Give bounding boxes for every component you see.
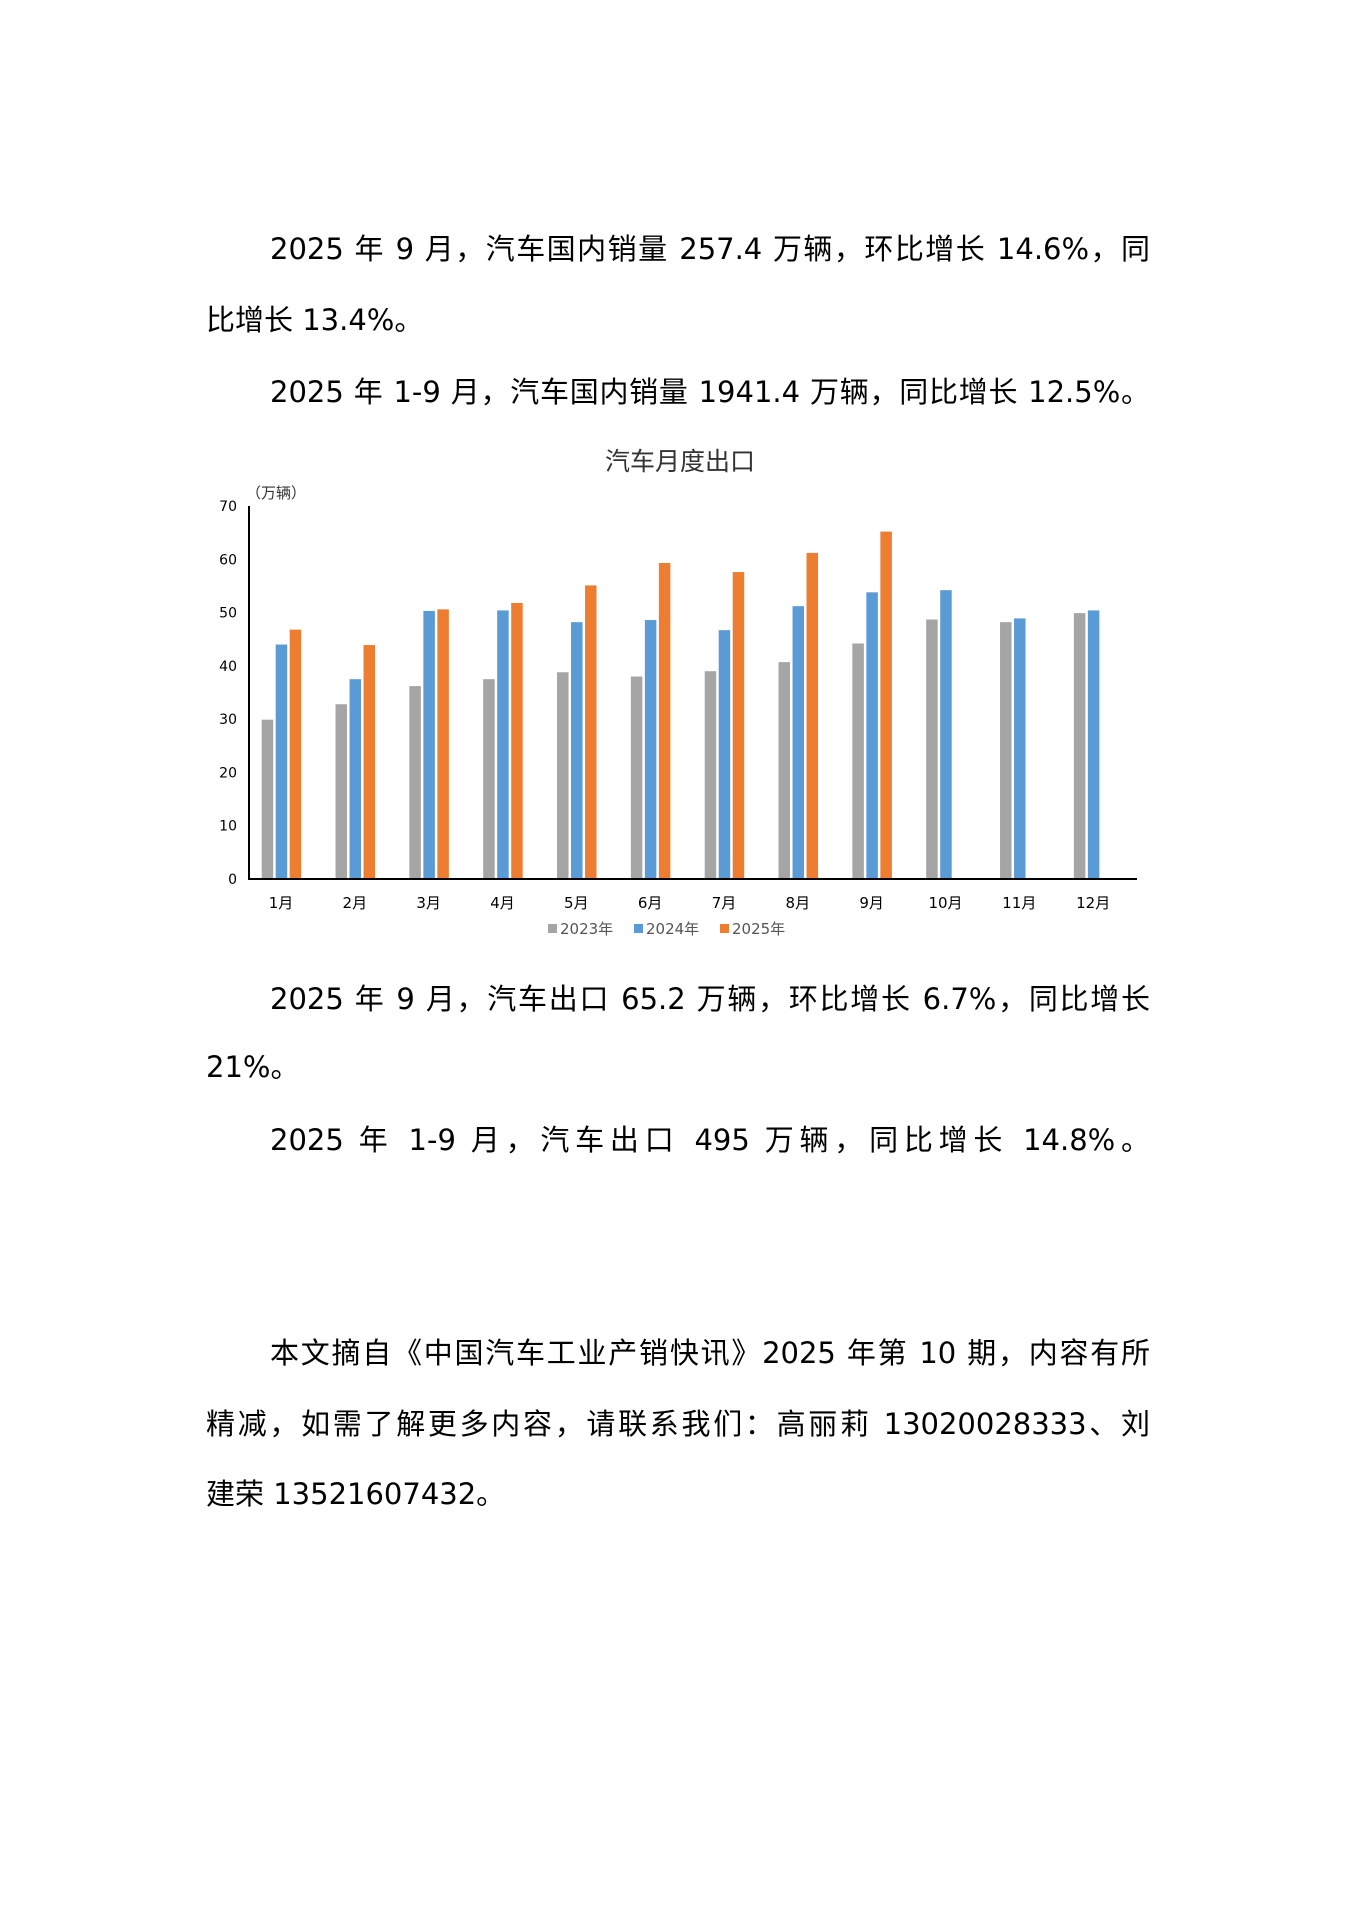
legend-label: 2024年 bbox=[646, 920, 699, 938]
text-line: 精减，如需了解更多内容，请联系我们：高丽莉 13020028333、刘 bbox=[206, 1407, 1150, 1441]
y-tick-label: 30 bbox=[219, 712, 237, 728]
y-tick-label: 20 bbox=[219, 765, 237, 781]
bar-2023年-6月 bbox=[630, 676, 643, 879]
legend-swatch bbox=[548, 924, 557, 933]
bar-2024年-5月 bbox=[571, 622, 583, 879]
y-tick-label: 10 bbox=[219, 819, 237, 835]
text-line: 2025 年 9 月，汽车出口 65.2 万辆，环比增长 6.7%，同比增长 bbox=[270, 982, 1150, 1016]
bar-2024年-12月 bbox=[1087, 610, 1100, 879]
bar-2025年-4月 bbox=[511, 602, 523, 879]
text-line: 本文摘自《中国汽车工业产销快讯》2025 年第 10 期，内容有所 bbox=[270, 1336, 1150, 1370]
bar-2025年-2月 bbox=[363, 645, 376, 879]
bar-2023年-11月 bbox=[1000, 622, 1012, 879]
bar-2024年-11月 bbox=[1014, 618, 1026, 879]
bar-2023年-2月 bbox=[335, 704, 348, 879]
text-line: 2025 年 1-9 月，汽车国内销量 1941.4 万辆，同比增长 12.5%… bbox=[270, 375, 1150, 409]
bar-2023年-8月 bbox=[778, 662, 791, 879]
bar-2023年-9月 bbox=[852, 643, 864, 879]
x-tick-label: 10月 bbox=[928, 894, 962, 912]
x-tick-label: 5月 bbox=[564, 894, 589, 912]
legend-label: 2025年 bbox=[732, 920, 785, 938]
bar-2025年-8月 bbox=[806, 552, 819, 879]
x-tick-label: 3月 bbox=[416, 894, 441, 912]
y-tick-label: 70 bbox=[219, 499, 237, 515]
legend-label: 2023年 bbox=[560, 920, 613, 938]
bar-2024年-9月 bbox=[866, 592, 878, 879]
x-tick-label: 11月 bbox=[1002, 894, 1036, 912]
bar-2024年-2月 bbox=[349, 679, 362, 879]
bar-2024年-1月 bbox=[275, 644, 288, 879]
y-tick-label: 60 bbox=[219, 552, 237, 568]
x-tick-label: 8月 bbox=[786, 894, 811, 912]
x-tick-label: 7月 bbox=[712, 894, 737, 912]
text-line: 2025 年 9 月，汽车国内销量 257.4 万辆，环比增长 14.6%，同 bbox=[270, 232, 1150, 266]
bar-2025年-7月 bbox=[732, 572, 745, 879]
text-line: 比增长 13.4%。 bbox=[206, 303, 424, 337]
x-tick-label: 9月 bbox=[859, 894, 884, 912]
x-tick-label: 2月 bbox=[343, 894, 368, 912]
bar-2023年-1月 bbox=[261, 719, 274, 879]
bar-2025年-6月 bbox=[658, 563, 671, 879]
bar-2023年-4月 bbox=[483, 679, 495, 879]
export-bar-chart: 汽车月度出口 （万辆） 0 10 20 30 40 50 60 70 1月 2月 3月 4月 5月 6月… bbox=[219, 447, 1137, 938]
bar-2023年-10月 bbox=[926, 619, 938, 879]
bar-2025年-9月 bbox=[880, 531, 892, 879]
text-line: 21%。 bbox=[206, 1050, 300, 1084]
text-line: 2025 年 1-9 月，汽车出口 495 万辆，同比增长 14.8%。 bbox=[270, 1123, 1150, 1157]
y-tick-label: 50 bbox=[219, 606, 237, 622]
x-tick-label: 1月 bbox=[269, 894, 294, 912]
x-tick-label: 4月 bbox=[490, 894, 515, 912]
x-tick-label: 6月 bbox=[638, 894, 663, 912]
x-tick-label: 12月 bbox=[1076, 894, 1110, 912]
bar-2023年-5月 bbox=[557, 672, 569, 879]
bar-2025年-5月 bbox=[585, 585, 597, 879]
bar-2024年-7月 bbox=[718, 630, 731, 879]
text-line: 建荣 13521607432。 bbox=[206, 1477, 506, 1511]
bar-2024年-10月 bbox=[940, 590, 952, 879]
bar-2025年-3月 bbox=[437, 609, 449, 879]
legend-swatch bbox=[634, 924, 643, 933]
bar-2023年-3月 bbox=[409, 686, 421, 879]
chart-title: 汽车月度出口 bbox=[605, 447, 755, 476]
bar-2025年-1月 bbox=[289, 629, 302, 879]
bar-2024年-8月 bbox=[792, 606, 805, 879]
legend-swatch bbox=[720, 924, 729, 933]
y-tick-label: 40 bbox=[219, 659, 237, 675]
bar-2024年-6月 bbox=[644, 620, 657, 879]
y-axis-unit: （万辆） bbox=[246, 484, 306, 502]
y-tick-label: 0 bbox=[228, 872, 237, 888]
bar-2024年-4月 bbox=[497, 610, 509, 879]
bar-2023年-12月 bbox=[1073, 613, 1086, 879]
bar-2023年-7月 bbox=[704, 671, 717, 879]
bar-2024年-3月 bbox=[423, 610, 435, 879]
